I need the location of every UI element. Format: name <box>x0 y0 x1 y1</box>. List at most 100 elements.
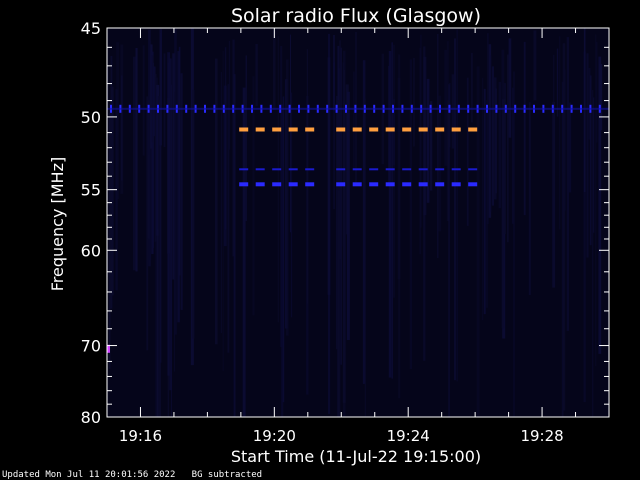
noise-stripe <box>255 44 258 107</box>
noise-stripe <box>222 51 224 372</box>
noise-stripe <box>595 34 597 367</box>
noise-stripe <box>454 38 456 381</box>
x-axis: 19:16 19:20 19:24 19:28 <box>106 28 610 445</box>
noise-stripe <box>501 49 505 329</box>
emission-dash <box>239 168 249 171</box>
emission-dash <box>255 127 265 132</box>
noise-stripe <box>552 54 555 197</box>
noise-stripe <box>116 42 120 200</box>
emission-dash <box>239 182 249 187</box>
noise-stripe <box>556 48 559 117</box>
noise-stripe <box>245 55 247 222</box>
emission-dash <box>451 127 461 132</box>
noise-stripe <box>155 77 159 417</box>
emission-dash <box>352 182 362 187</box>
noise-stripe <box>160 32 162 363</box>
noise-stripe <box>482 77 484 321</box>
noise-stripe <box>491 66 494 206</box>
emission-dash <box>402 182 412 187</box>
noise-stripe <box>388 51 392 378</box>
noise-stripe <box>586 53 589 258</box>
emission-dash <box>418 182 428 187</box>
noise-stripe <box>503 83 506 234</box>
noise-stripe <box>599 63 603 131</box>
emission-dash <box>255 182 265 187</box>
noise-stripe <box>163 53 166 147</box>
noise-stripe <box>448 84 450 417</box>
noise-stripe <box>485 99 489 308</box>
noise-stripe <box>393 99 395 166</box>
emission-dash <box>385 168 395 171</box>
emission-dash <box>272 127 282 132</box>
noise-stripe <box>558 36 561 230</box>
x-axis-label: Start Time (11-Jul-22 19:15:00) <box>231 447 481 466</box>
noise-stripe <box>488 44 492 218</box>
emission-dash <box>451 182 461 187</box>
emission-dash <box>239 127 249 132</box>
noise-stripe <box>286 59 289 336</box>
emission-dash <box>352 168 362 171</box>
noise-stripe <box>152 62 155 248</box>
noise-stripe <box>512 87 514 224</box>
noise-stripe <box>228 40 231 150</box>
emission-dash <box>435 127 445 132</box>
emission-features <box>107 104 609 353</box>
noise-stripe <box>391 42 393 379</box>
noise-stripe <box>177 86 179 261</box>
noise-stripe <box>523 41 526 216</box>
y-tick-label: 80 <box>81 408 101 427</box>
noise-stripe <box>151 51 154 255</box>
y-tick-label: 60 <box>81 241 101 260</box>
emission-dash <box>288 168 298 171</box>
y-tick-label: 45 <box>81 19 101 38</box>
y-tick-label: 70 <box>81 337 101 356</box>
noise-stripe <box>273 30 276 111</box>
noise-stripe <box>451 74 455 149</box>
noise-stripe <box>495 88 497 194</box>
noise-stripe <box>107 65 109 277</box>
emission-dash <box>288 127 298 132</box>
emission-dash <box>272 168 282 171</box>
plot-frame <box>106 27 610 418</box>
noise-stripe <box>121 75 123 181</box>
noise-stripe <box>498 81 502 209</box>
emission-spot <box>107 344 110 353</box>
noise-stripe <box>306 49 308 304</box>
noise-stripe <box>392 44 396 298</box>
emission-dash <box>451 168 461 171</box>
noise-stripe <box>156 88 159 417</box>
noise-stripe <box>493 77 497 200</box>
noise-stripe <box>108 104 111 369</box>
noise-stripe <box>148 33 151 155</box>
y-tick-label: 55 <box>81 181 101 200</box>
noise-stripe <box>142 45 145 156</box>
noise-stripe <box>583 28 586 192</box>
emission-dash <box>305 168 315 171</box>
noise-stripe <box>528 102 531 295</box>
emission-dash <box>255 168 265 171</box>
noise-stripe <box>328 33 331 414</box>
emission-dash <box>336 182 346 187</box>
chart-title: Solar radio Flux (Glasgow) <box>231 5 481 27</box>
noise-stripe <box>227 84 230 353</box>
noise-stripe <box>174 91 176 372</box>
noise-stripe <box>290 34 291 233</box>
noise-stripe <box>220 72 222 333</box>
noise-stripe <box>224 47 227 230</box>
noise-stripe <box>490 55 492 212</box>
noise-stripe <box>583 51 586 403</box>
noise-stripe <box>438 95 442 232</box>
emission-dash <box>336 127 346 132</box>
footer: Updated Mon Jul 11 20:01:56 2022 BG subt… <box>2 470 262 480</box>
noise-stripe <box>340 47 342 365</box>
noise-stripe <box>232 39 235 257</box>
noise-stripe <box>409 59 412 370</box>
emission-dash <box>435 182 445 187</box>
emission-dash <box>369 127 379 132</box>
noise-stripe <box>111 86 114 296</box>
noise-stripe <box>346 91 350 340</box>
emission-dash <box>352 127 362 132</box>
noise-stripe <box>568 102 572 193</box>
emission-dash <box>385 127 395 132</box>
